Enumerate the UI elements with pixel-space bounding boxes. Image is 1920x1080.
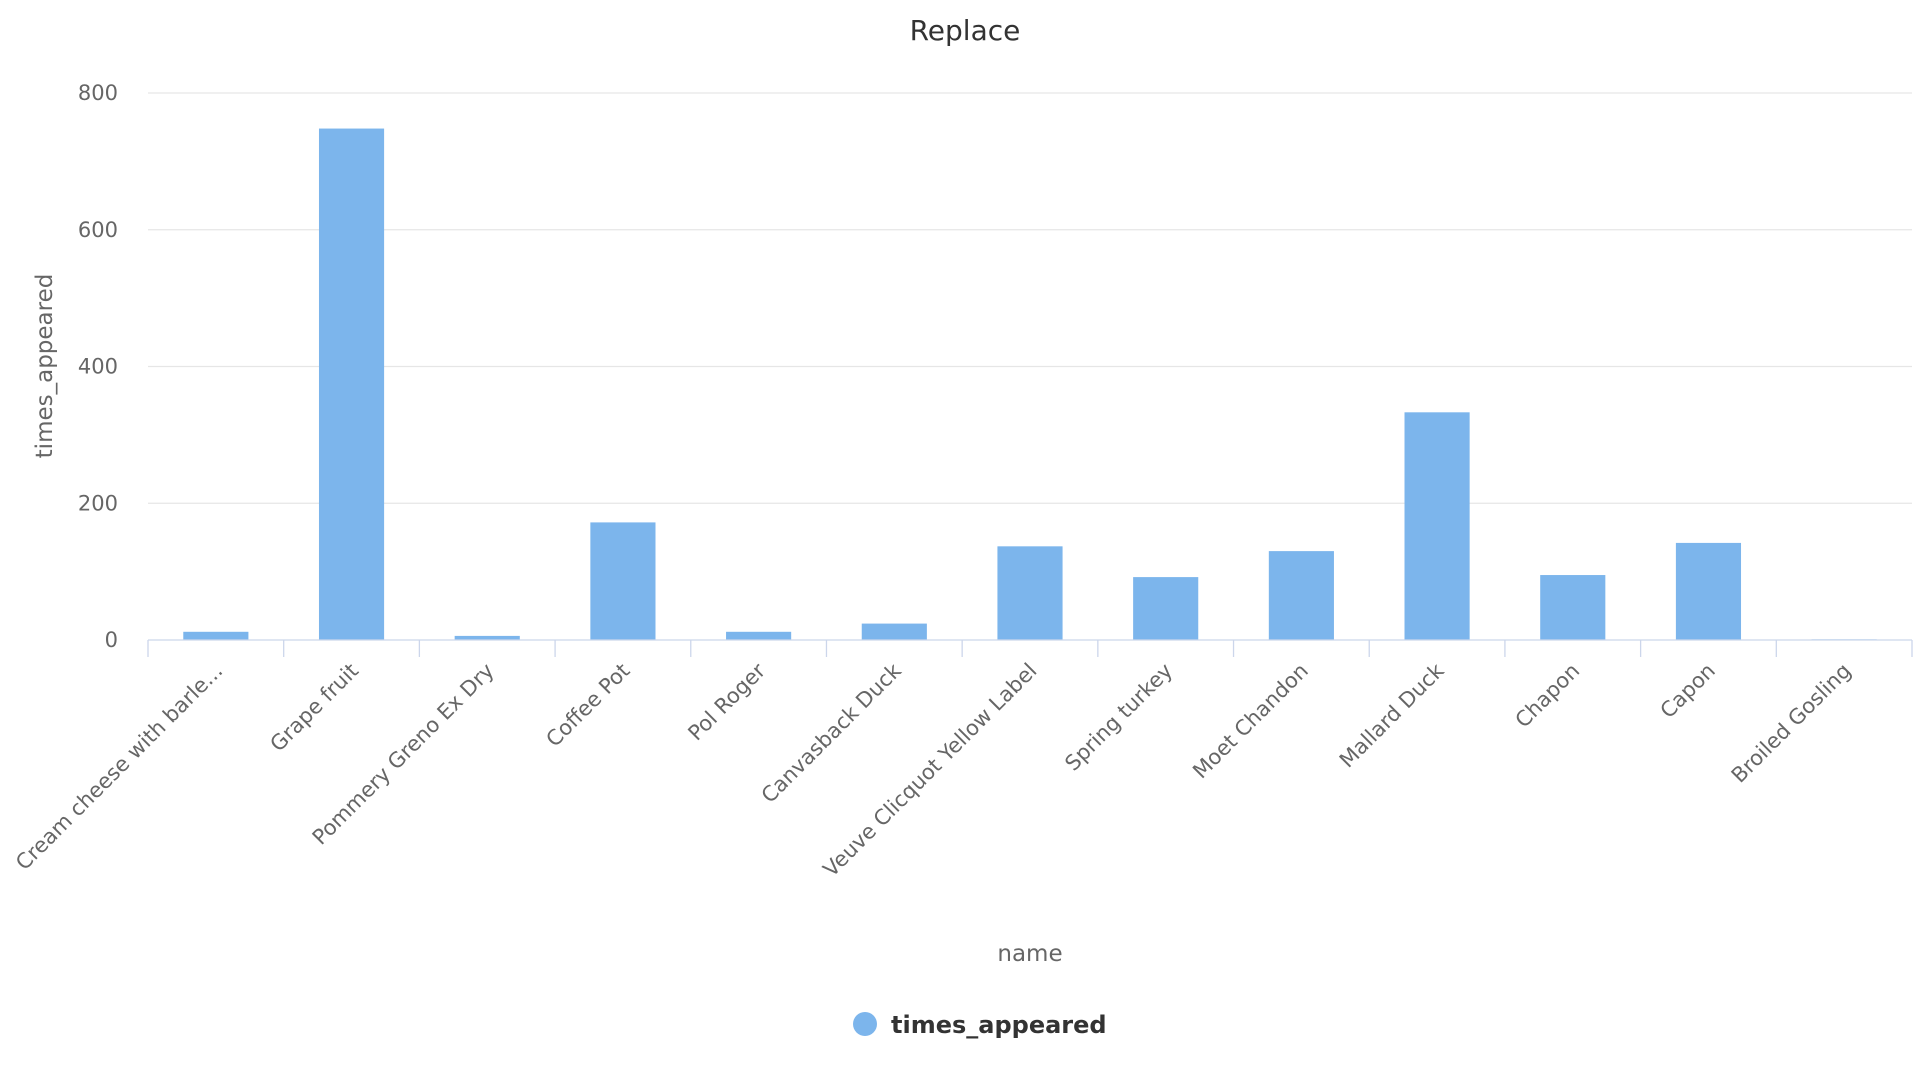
bar[interactable] bbox=[183, 631, 249, 640]
bar[interactable] bbox=[454, 635, 520, 640]
legend-swatch[interactable] bbox=[853, 1012, 877, 1036]
x-tick-label: Canvasback Duck bbox=[757, 658, 907, 808]
x-tick-label: Moet Chandon bbox=[1188, 659, 1313, 784]
x-tick-label: Mallard Duck bbox=[1335, 658, 1449, 772]
bar[interactable] bbox=[861, 623, 927, 640]
x-tick-label: Capon bbox=[1656, 659, 1720, 723]
legend-label[interactable]: times_appeared bbox=[891, 1011, 1107, 1039]
x-tick-label: Veuve Clicquot Yellow Label bbox=[819, 659, 1042, 882]
y-tick-label: 800 bbox=[78, 81, 118, 105]
y-axis-ticks: 0 200 400 600 800 bbox=[78, 81, 118, 652]
x-tick-label: Grape fruit bbox=[265, 659, 363, 757]
y-tick-label: 200 bbox=[78, 491, 118, 515]
bar[interactable] bbox=[590, 522, 656, 640]
bar[interactable] bbox=[1540, 575, 1606, 640]
bar[interactable] bbox=[1675, 542, 1742, 640]
gridlines bbox=[148, 92, 1912, 504]
bar[interactable] bbox=[726, 631, 792, 640]
bars bbox=[183, 128, 1877, 640]
y-axis-title: times_appeared bbox=[32, 274, 58, 459]
x-tick-label: Coffee Pot bbox=[541, 659, 634, 752]
bar[interactable] bbox=[318, 128, 385, 640]
x-axis-ticks: Cream cheese with barle... Grape fruitPom… bbox=[11, 640, 1913, 882]
x-axis-title: name bbox=[997, 941, 1062, 967]
y-tick-label: 0 bbox=[105, 628, 118, 652]
legend[interactable]: times_appeared bbox=[853, 1011, 1107, 1039]
x-tick-label: Pol Roger bbox=[683, 658, 770, 745]
x-tick-label: Spring turkey bbox=[1060, 659, 1177, 776]
y-tick-label: 600 bbox=[78, 218, 118, 242]
x-tick-label: Chapon bbox=[1511, 659, 1585, 733]
x-tick-label: Cream cheese with barle... bbox=[11, 659, 227, 875]
y-tick-label: 400 bbox=[78, 355, 118, 379]
bar[interactable] bbox=[1133, 577, 1199, 640]
bar[interactable] bbox=[997, 546, 1063, 640]
bar[interactable] bbox=[1404, 412, 1470, 640]
x-tick-label: Broiled Gosling bbox=[1727, 659, 1856, 788]
bar[interactable] bbox=[1268, 551, 1334, 640]
chart-title: Replace bbox=[910, 14, 1021, 47]
